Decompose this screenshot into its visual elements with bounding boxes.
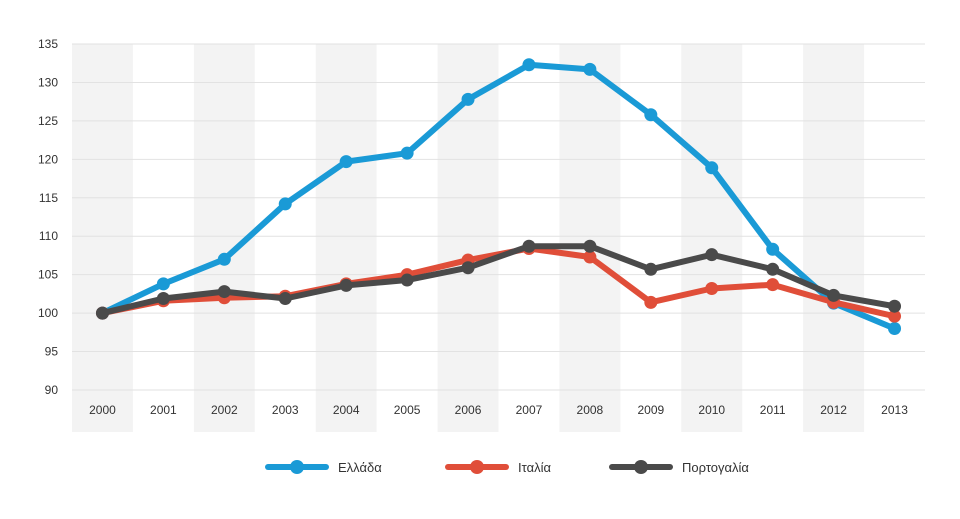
column-band-2012 [803, 44, 865, 432]
column-bands [72, 44, 865, 432]
y-tick-label: 115 [39, 191, 58, 205]
data-point [339, 155, 353, 169]
data-point [888, 299, 902, 313]
data-point [644, 108, 658, 122]
data-point [644, 262, 658, 276]
data-point [217, 285, 231, 299]
x-tick-label: 2006 [455, 403, 482, 417]
x-tick-label: 2005 [394, 403, 421, 417]
y-tick-label: 125 [38, 114, 58, 128]
data-point [705, 161, 719, 175]
x-tick-label: 2009 [637, 403, 664, 417]
data-point [705, 248, 719, 262]
data-point [583, 239, 597, 253]
legend-swatch-marker [470, 460, 484, 474]
series-line [99, 61, 898, 332]
x-tick-label: 2011 [760, 403, 786, 417]
series-1 [95, 58, 902, 335]
data-point [400, 273, 414, 287]
y-tick-label: 90 [45, 383, 59, 397]
y-tick-label: 130 [38, 75, 58, 89]
y-tick-label: 95 [45, 345, 59, 359]
data-point [278, 292, 292, 306]
data-point [522, 58, 536, 72]
data-point [888, 309, 902, 323]
data-point [95, 306, 109, 320]
x-tick-label: 2000 [89, 403, 116, 417]
data-point [644, 295, 658, 309]
data-point [583, 62, 597, 76]
column-band-2000 [72, 44, 133, 432]
y-tick-label: 105 [38, 268, 58, 282]
x-tick-label: 2001 [150, 403, 177, 417]
legend-item-3: Πορτογαλία [609, 460, 749, 475]
data-point [888, 321, 902, 335]
data-point [705, 282, 719, 296]
legend-label: Ιταλία [518, 460, 551, 475]
x-tick-label: 2010 [698, 403, 725, 417]
x-tick-label: 2004 [333, 403, 360, 417]
x-tick-label: 2003 [272, 403, 299, 417]
x-axis-ticks: 2000 2001 2002 2003 2004 2005 2006 2007 2008 2009… [89, 403, 908, 417]
x-tick-label: 2002 [211, 403, 238, 417]
data-point [461, 92, 475, 106]
data-point [766, 242, 780, 256]
legend-swatch-marker [634, 460, 648, 474]
y-tick-label: 110 [39, 229, 58, 243]
data-point [766, 262, 780, 276]
data-point [156, 277, 170, 291]
legend-label: Πορτογαλία [682, 460, 749, 475]
column-band-2008 [559, 44, 621, 432]
legend: Ελλάδα Ιταλία Πορτογαλία [265, 460, 749, 475]
data-point [766, 278, 780, 292]
legend-label: Ελλάδα [338, 460, 382, 475]
data-point [827, 288, 841, 302]
column-band-2004 [315, 44, 377, 432]
series-line [99, 243, 898, 317]
x-tick-label: 2007 [516, 403, 543, 417]
y-axis-ticks: 90 95 100 105 110 115 120 125 130 135 [38, 37, 58, 397]
data-point [156, 292, 170, 306]
data-point [217, 252, 231, 266]
y-tick-label: 100 [38, 306, 58, 320]
y-tick-label: 135 [38, 37, 58, 51]
gridlines [72, 43, 925, 391]
x-tick-label: 2012 [820, 403, 847, 417]
data-point [339, 278, 353, 292]
data-point [278, 197, 292, 211]
data-point [461, 261, 475, 275]
legend-swatch-marker [290, 460, 304, 474]
series-group [95, 58, 902, 335]
series-3 [95, 239, 902, 320]
x-tick-label: 2013 [881, 403, 908, 417]
y-tick-label: 120 [38, 152, 58, 166]
data-point [400, 146, 414, 160]
column-band-2010 [681, 44, 743, 432]
data-point [522, 239, 536, 253]
legend-item-1: Ελλάδα [265, 460, 382, 475]
data-point [583, 250, 597, 264]
legend-item-2: Ιταλία [445, 460, 551, 475]
column-band-2006 [437, 44, 499, 432]
x-tick-label: 2008 [577, 403, 604, 417]
